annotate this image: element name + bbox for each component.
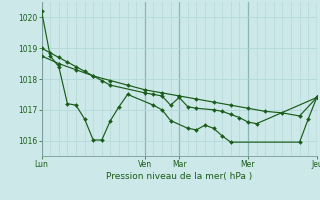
X-axis label: Pression niveau de la mer( hPa ): Pression niveau de la mer( hPa ) (106, 172, 252, 181)
